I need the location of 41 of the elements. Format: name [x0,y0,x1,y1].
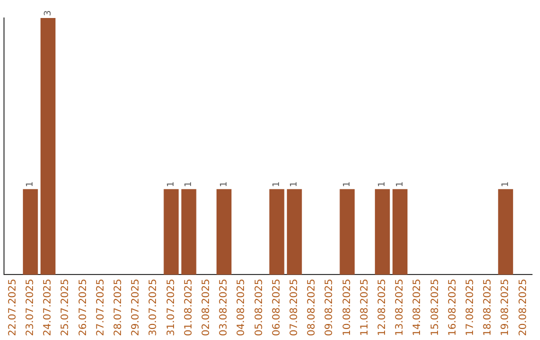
x-tick-label: 27.07.2025 [95,278,106,336]
data-label: 3 [43,10,54,16]
x-tick-label: 23.07.2025 [24,278,36,336]
data-label: 1 [395,181,406,188]
x-tick-label: 26.07.2025 [78,278,89,336]
x-tick-label: 02.08.2025 [200,278,212,336]
data-label: 1 [166,181,177,188]
data-label: 1 [219,181,230,188]
x-tick-label: 08.08.2025 [306,278,318,336]
x-tick-label: 20.08.2025 [518,278,529,336]
data-label: 1 [26,181,36,188]
x-tick-label: 11.08.2025 [359,278,370,336]
x-tick-label: 09.08.2025 [324,278,336,336]
data-label: 1 [378,181,388,188]
x-tick-label: 18.08.2025 [482,278,494,336]
x-tick-label: 03.08.2025 [218,278,230,336]
data-label: 1 [342,181,353,188]
x-tick-label: 12.08.2025 [376,278,388,336]
data-label: 1 [290,181,300,188]
x-tick-label: 31.07.2025 [166,278,177,336]
data-label: 1 [272,181,282,188]
x-tick-label: 24.07.2025 [42,278,54,336]
x-tick-label: 13.08.2025 [394,278,406,336]
data-label: 1 [184,181,194,188]
data-label: 1 [500,181,511,188]
x-tick-label: 05.08.2025 [254,278,265,336]
x-tick-label: 07.08.2025 [288,278,300,336]
x-tick-label: 30.07.2025 [148,278,160,336]
x-tick-label: 14.08.2025 [412,278,424,336]
x-tick-label: 22.07.2025 [7,278,18,336]
x-tick-label: 06.08.2025 [271,278,282,336]
x-tick-label: 29.07.2025 [130,278,142,336]
x-tick-label: 10.08.2025 [342,278,353,336]
x-tick-label: 04.08.2025 [236,278,248,336]
x-tick-label: 15.08.2025 [430,278,441,336]
x-tick-label: 17.08.2025 [464,278,476,336]
x-tick-label: 28.07.2025 [112,278,124,336]
x-tick-label: 16.08.2025 [447,278,458,336]
x-tick-label: 01.08.2025 [183,278,194,336]
x-tick-label: 25.07.2025 [60,278,72,336]
x-tick-label: 19.08.2025 [500,278,512,336]
